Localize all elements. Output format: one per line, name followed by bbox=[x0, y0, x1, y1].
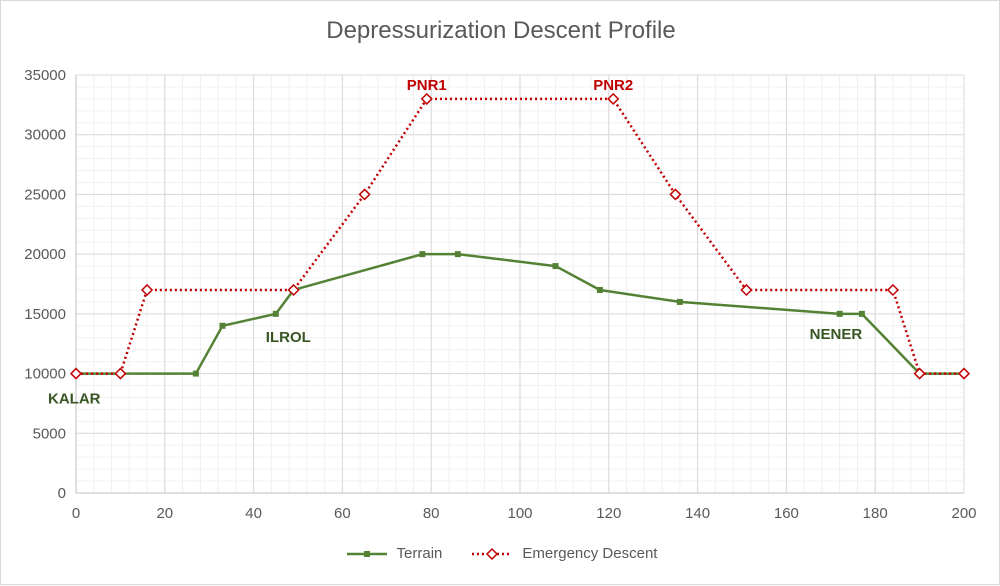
point-terrain bbox=[676, 298, 683, 305]
tick-labels: 0 20 40 60 80 100 120 140 160 180 200 0 5000 10000 150… bbox=[24, 67, 976, 522]
legend: Terrain Emergency Descent bbox=[1, 545, 1000, 562]
annotation-ilrol: ILROL bbox=[266, 329, 311, 346]
legend-item-emergency-descent: Emergency Descent bbox=[470, 545, 657, 562]
y-tick-label: 10000 bbox=[24, 366, 66, 383]
point-terrain bbox=[836, 310, 843, 317]
point-emergency-descent bbox=[420, 92, 433, 105]
axes bbox=[75, 75, 964, 494]
series-group bbox=[69, 92, 971, 380]
point-emergency-descent bbox=[669, 188, 682, 201]
x-tick-label: 0 bbox=[72, 505, 80, 522]
y-tick-label: 15000 bbox=[24, 306, 66, 323]
legend-swatch-emergency-descent bbox=[472, 547, 513, 560]
point-emergency-descent bbox=[740, 283, 753, 297]
point-terrain bbox=[596, 286, 603, 293]
y-tick-label: 30000 bbox=[24, 127, 66, 144]
x-tick-label: 200 bbox=[951, 505, 976, 522]
y-tick-label: 0 bbox=[58, 485, 66, 502]
point-emergency-descent bbox=[886, 283, 900, 297]
x-tick-label: 20 bbox=[156, 505, 173, 522]
point-emergency-descent bbox=[140, 283, 154, 297]
y-tick-label: 5000 bbox=[33, 425, 66, 442]
point-emergency-descent bbox=[287, 283, 300, 297]
annotation-pnr2: PNR2 bbox=[593, 77, 633, 94]
point-terrain bbox=[219, 322, 226, 329]
legend-item-terrain: Terrain bbox=[345, 545, 443, 562]
y-tick-label: 25000 bbox=[24, 186, 66, 203]
y-tick-label: 35000 bbox=[24, 67, 66, 84]
point-terrain bbox=[272, 310, 279, 317]
x-tick-label: 40 bbox=[245, 505, 262, 522]
x-tick-label: 80 bbox=[423, 505, 440, 522]
annotation-kalar: KALAR bbox=[48, 391, 101, 408]
chart-title: Depressurization Descent Profile bbox=[326, 17, 676, 44]
point-emergency-descent bbox=[358, 188, 371, 201]
x-tick-label: 60 bbox=[334, 505, 351, 522]
point-emergency-descent bbox=[913, 367, 926, 380]
y-tick-label: 20000 bbox=[24, 246, 66, 263]
x-tick-label: 140 bbox=[685, 505, 710, 522]
annotation-nener: NENER bbox=[810, 326, 863, 343]
x-tick-label: 100 bbox=[507, 505, 532, 522]
point-terrain bbox=[419, 251, 426, 258]
point-terrain bbox=[552, 263, 559, 270]
point-emergency-descent bbox=[607, 92, 620, 105]
annotation-pnr1: PNR1 bbox=[407, 77, 447, 94]
legend-label-terrain: Terrain bbox=[396, 545, 443, 562]
annotations: KALAR ILROL NENER PNR1 PNR2 bbox=[48, 77, 862, 408]
x-tick-label: 160 bbox=[774, 505, 799, 522]
point-emergency-descent bbox=[957, 367, 971, 380]
point-emergency-descent bbox=[69, 367, 83, 380]
x-tick-label: 120 bbox=[596, 505, 621, 522]
point-emergency-descent bbox=[114, 367, 127, 380]
series-line-terrain bbox=[76, 252, 964, 375]
point-terrain bbox=[454, 251, 461, 258]
legend-swatch-terrain bbox=[346, 550, 387, 557]
point-terrain bbox=[192, 370, 199, 377]
point-terrain bbox=[858, 310, 865, 317]
grid-major bbox=[75, 74, 965, 494]
x-tick-label: 180 bbox=[863, 505, 888, 522]
legend-label-emergency-descent: Emergency Descent bbox=[522, 545, 658, 562]
